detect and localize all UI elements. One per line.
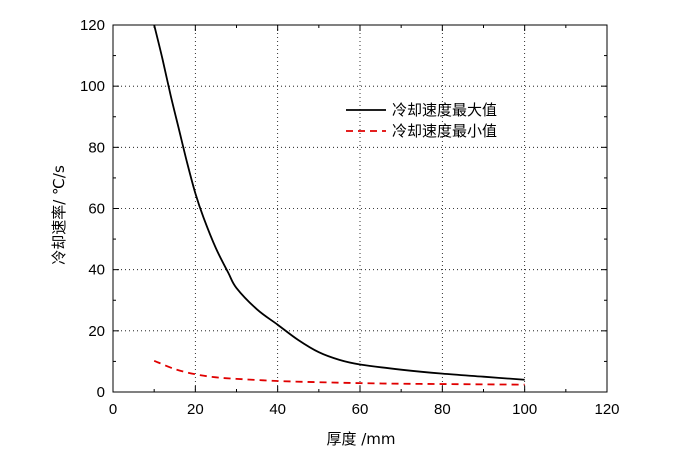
x-tick-label: 0 [109,401,117,418]
x-tick-label: 80 [434,401,451,418]
series-line-max [153,24,525,381]
tick-labels: 0 20 40 60 80 100 120 0 20 40 60 80 100 120 [80,17,620,418]
y-tick-label: 20 [88,323,105,340]
x-tick-label: 60 [352,401,369,418]
series-line-min [153,359,525,386]
legend: 冷却速度最大值 冷却速度最小值 [346,101,497,140]
y-tick-label: 60 [88,201,105,218]
x-axis-title: 厚度 /mm [326,430,395,448]
legend-label-min: 冷却速度最小值 [392,122,497,140]
y-tick-label: 40 [88,262,105,279]
y-tick-label: 100 [80,78,105,95]
x-tick-label: 120 [594,401,619,418]
y-axis-title: 冷却速率/ ℃/s [50,165,68,265]
series-layer [153,24,525,386]
y-tick-label: 80 [88,139,105,156]
x-tick-label: 40 [269,401,286,418]
grid-lines [113,25,607,392]
plot-frame [112,24,608,393]
y-tick-label: 120 [80,17,105,34]
axis-ticks [112,24,608,393]
x-tick-label: 20 [187,401,204,418]
legend-label-max: 冷却速度最大值 [392,101,497,119]
x-tick-label: 100 [512,401,537,418]
y-tick-label: 0 [97,384,105,401]
